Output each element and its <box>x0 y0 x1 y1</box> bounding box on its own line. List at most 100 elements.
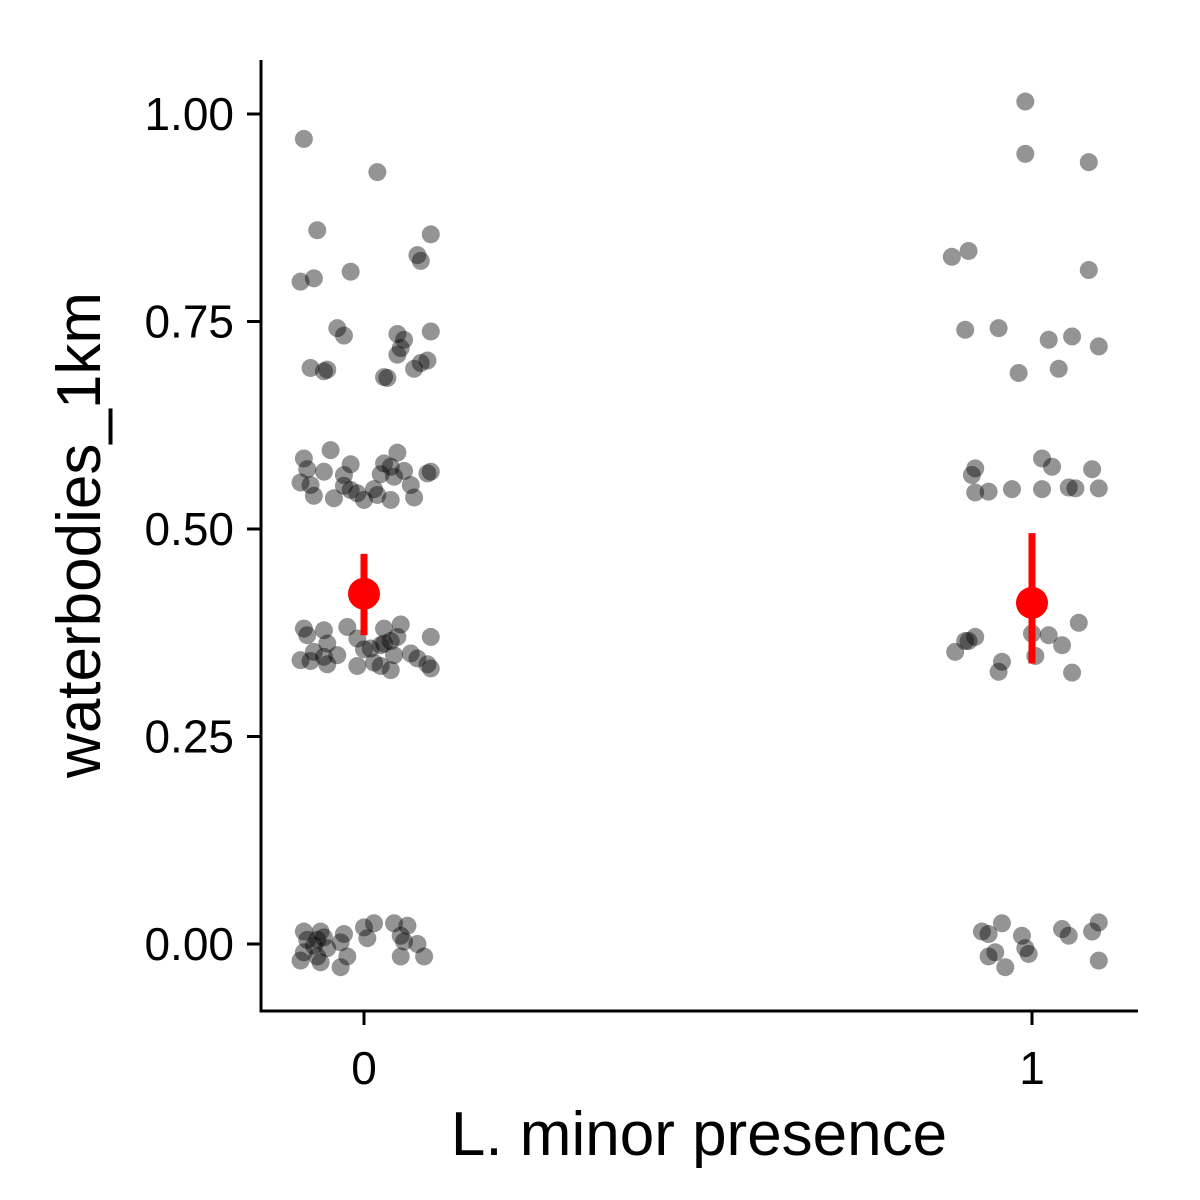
data-point <box>385 646 404 665</box>
data-point <box>1049 359 1068 378</box>
data-point <box>388 443 407 462</box>
data-point <box>318 360 337 379</box>
data-point <box>1019 944 1038 963</box>
data-point <box>1079 153 1098 172</box>
data-point <box>1083 460 1102 479</box>
data-point <box>395 461 414 480</box>
data-point <box>341 480 360 499</box>
data-point <box>401 644 420 663</box>
data-point <box>405 359 424 378</box>
data-point <box>294 943 313 962</box>
data-point <box>959 241 978 260</box>
data-point <box>381 490 400 509</box>
data-point <box>298 626 317 645</box>
data-point <box>291 951 310 970</box>
data-point <box>1016 939 1035 958</box>
data-point <box>1079 261 1098 280</box>
data-point <box>381 632 400 651</box>
data-point <box>311 953 330 972</box>
data-point <box>368 485 387 504</box>
data-point <box>979 947 998 966</box>
x-tick-label: 1 <box>1019 1042 1045 1094</box>
y-axis-title: waterbodies_1km <box>45 292 114 779</box>
data-point <box>1039 330 1058 349</box>
data-point <box>388 627 407 646</box>
data-point <box>421 659 440 678</box>
data-point <box>308 947 327 966</box>
y-tick-label: 0.00 <box>144 918 234 970</box>
data-point <box>324 489 343 508</box>
data-point <box>385 467 404 486</box>
data-point <box>411 251 430 270</box>
data-point <box>378 368 397 387</box>
data-point <box>371 636 390 655</box>
data-point <box>318 939 337 958</box>
data-point <box>1053 636 1072 655</box>
data-point <box>418 351 437 370</box>
data-point <box>391 615 410 634</box>
data-point <box>314 462 333 481</box>
data-point <box>962 466 981 485</box>
data-point <box>421 225 440 244</box>
data-point <box>291 272 310 291</box>
mean-point-0 <box>348 577 380 610</box>
data-point <box>365 914 384 933</box>
data-point <box>318 634 337 653</box>
data-point <box>301 358 320 377</box>
data-point <box>408 246 427 265</box>
data-point <box>421 462 440 481</box>
data-point <box>338 947 357 966</box>
data-point <box>946 642 965 661</box>
data-point <box>1059 478 1078 497</box>
data-point <box>421 322 440 341</box>
data-point <box>314 928 333 947</box>
data-point <box>391 339 410 358</box>
data-point <box>304 936 323 955</box>
data-point <box>388 324 407 343</box>
data-point <box>415 947 434 966</box>
data-point <box>338 617 357 636</box>
data-point <box>1033 449 1052 468</box>
data-point <box>992 914 1011 933</box>
data-point <box>401 476 420 495</box>
data-point <box>334 925 353 944</box>
data-points <box>291 92 1108 977</box>
data-point <box>298 930 317 949</box>
data-point <box>1089 337 1108 356</box>
data-point <box>334 466 353 485</box>
data-point <box>959 632 978 651</box>
data-point <box>314 647 333 666</box>
data-point <box>291 473 310 492</box>
mean-point-1 <box>1016 586 1048 619</box>
data-point <box>989 319 1008 338</box>
data-point <box>1059 926 1078 945</box>
y-tick-label: 0.25 <box>144 711 234 763</box>
x-axis-title: L. minor presence <box>451 1100 947 1169</box>
data-point <box>956 632 975 651</box>
data-point <box>341 455 360 474</box>
y-tick-label: 1.00 <box>144 88 234 140</box>
data-point <box>992 652 1011 671</box>
y-tick-label: 0.75 <box>144 296 234 348</box>
data-point <box>381 661 400 680</box>
data-point <box>1069 613 1088 632</box>
data-point <box>966 483 985 502</box>
data-point <box>1043 457 1062 476</box>
data-point <box>301 476 320 495</box>
data-point <box>304 486 323 505</box>
data-point <box>348 484 367 503</box>
data-point <box>328 646 347 665</box>
data-point <box>301 651 320 670</box>
axis-ticks: 0.00 0.25 0.50 0.75 1.00 0 1 <box>144 88 1044 1094</box>
x-tick-label: 0 <box>351 1042 377 1094</box>
data-point <box>361 639 380 658</box>
data-point <box>298 460 317 479</box>
data-point <box>1016 92 1035 111</box>
data-point <box>368 163 387 182</box>
data-point <box>408 649 427 668</box>
data-point <box>1039 626 1058 645</box>
data-point <box>375 454 394 473</box>
data-point <box>308 221 327 240</box>
data-point <box>358 929 377 948</box>
data-point <box>1089 951 1108 970</box>
